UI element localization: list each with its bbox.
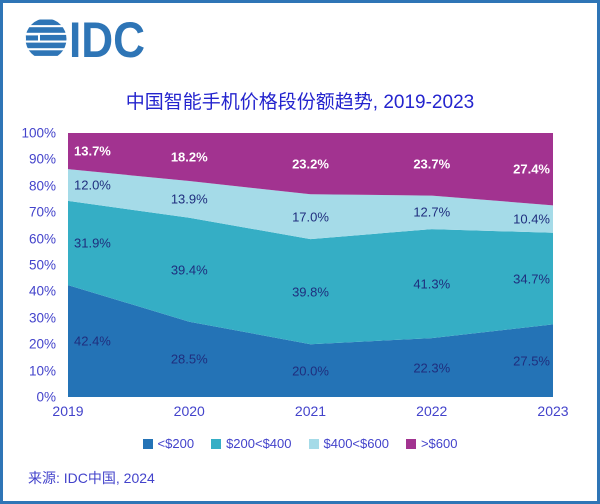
legend-item: $200<$400 — [211, 436, 292, 451]
data-label: 28.5% — [170, 351, 208, 367]
data-label: 39.8% — [292, 284, 329, 300]
area-segment-$400<$600 — [68, 169, 553, 240]
legend-label: >$600 — [420, 436, 458, 451]
area-segment->$600 — [68, 133, 553, 206]
data-label: 31.9% — [74, 235, 111, 251]
y-tick-label: 30% — [28, 310, 56, 326]
data-label: 10.4% — [513, 211, 550, 227]
data-label: 27.4% — [513, 161, 550, 177]
y-tick-label: 60% — [28, 231, 56, 247]
area-segment-$200<$400 — [68, 200, 553, 345]
legend-item: <$200 — [142, 436, 195, 451]
y-tick-label: 10% — [28, 363, 56, 379]
x-tick-label: 2021 — [294, 403, 327, 419]
data-label: 22.3% — [413, 360, 451, 376]
chart-title: 中国智能手机价格段份额趋势, 2019-2023 — [125, 92, 475, 113]
x-tick-label: 2022 — [416, 403, 448, 419]
legend-swatch-icon — [308, 438, 319, 449]
data-label: 18.2% — [170, 149, 208, 165]
legend-swatch-icon — [211, 438, 222, 449]
y-axis: 0% 10% 20% 30% 40% 50% 60% 70% 80% 90% 100% — [0, 126, 58, 405]
x-axis: 2019 2020 2021 2022 2023 — [52, 403, 568, 423]
data-label: 23.2% — [292, 156, 329, 172]
legend-label: $400<$600 — [323, 436, 389, 451]
plot-area: 42.4% 28.5% 20.0% 22.3% 27.5% 31.9% 39.4% 39.8%… — [68, 133, 553, 397]
legend-swatch-icon — [142, 438, 153, 449]
stacked-area-chart — [68, 133, 553, 397]
y-tick-label: 40% — [28, 283, 56, 299]
data-label: 13.7% — [74, 143, 111, 159]
data-label: 12.7% — [413, 204, 451, 220]
data-label: 42.4% — [74, 333, 111, 349]
y-tick-label: 70% — [28, 204, 56, 220]
legend-swatch-icon — [405, 438, 416, 449]
data-label: 17.0% — [292, 209, 329, 225]
data-label: 20.0% — [292, 363, 329, 379]
y-tick-label: 80% — [28, 178, 56, 194]
x-tick-label: 2019 — [52, 403, 84, 419]
data-label: 12.0% — [74, 177, 111, 193]
source-note: 来源: IDC中国, 2024 — [28, 470, 155, 486]
y-tick-label: 0% — [36, 389, 56, 405]
idc-globe-icon — [25, 19, 67, 56]
legend-label: <$200 — [157, 436, 195, 451]
legend-item: >$600 — [405, 436, 458, 451]
idc-logo-graphic: IDC — [25, 12, 145, 68]
legend-label: $200<$400 — [226, 436, 292, 451]
data-label: 34.7% — [513, 271, 550, 287]
data-label: 39.4% — [170, 262, 208, 278]
idc-logo: IDC — [25, 12, 147, 68]
data-label: 41.3% — [413, 276, 451, 292]
y-tick-label: 100% — [21, 125, 56, 141]
x-tick-label: 2020 — [173, 403, 205, 419]
data-label: 27.5% — [513, 353, 550, 369]
area-segment-<$200 — [68, 285, 553, 397]
idc-logo-text: IDC — [69, 14, 145, 62]
data-label: 23.7% — [413, 156, 451, 172]
legend: <$200 $200<$400 $400<$600 >$600 — [0, 436, 600, 451]
y-tick-label: 50% — [28, 257, 56, 273]
y-tick-label: 90% — [28, 151, 56, 167]
data-label: 13.9% — [170, 191, 208, 207]
legend-item: $400<$600 — [308, 436, 389, 451]
x-tick-label: 2023 — [537, 403, 569, 419]
y-tick-label: 20% — [28, 336, 56, 352]
